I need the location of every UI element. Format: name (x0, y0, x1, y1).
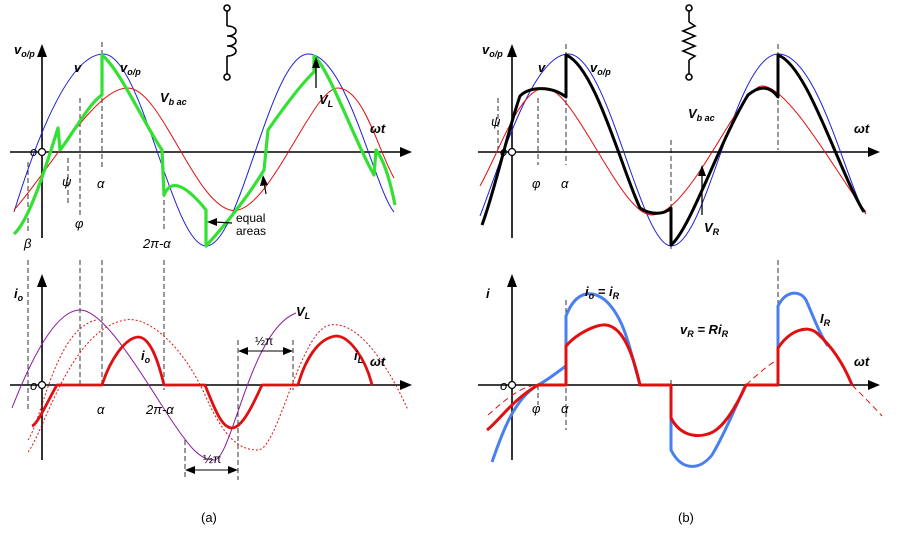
svg-text:β: β (23, 236, 32, 251)
current-io-dashed-curve (27, 319, 409, 453)
svg-text:IR: IR (820, 311, 831, 328)
panel-b-lower-axes (478, 274, 880, 460)
svg-text:v: v (538, 60, 546, 75)
svg-text:VR: VR (704, 220, 720, 237)
panel-b-lower-guides (537, 260, 779, 430)
svg-text:io: io (14, 286, 24, 303)
inductor-voltage-vl-curve (11, 309, 297, 461)
svg-text:φ: φ (75, 216, 84, 231)
current-io-curve (486, 323, 854, 438)
svg-text:vo/p: vo/p (482, 42, 503, 59)
svg-text:ωt: ωt (370, 354, 386, 369)
svg-text:ψ: ψ (491, 114, 501, 129)
svg-text:v: v (74, 60, 82, 75)
svg-text:vR = RiR: vR = RiR (680, 322, 729, 339)
svg-text:vo/p: vo/p (14, 42, 35, 59)
svg-text:½π: ½π (255, 334, 273, 348)
panel-a: vo/p v vo/p Vb ac VL ωt o ψ α φ 2π-α β e… (10, 4, 412, 525)
svg-text:2π-α: 2π-α (142, 236, 171, 251)
svg-text:ωt: ωt (854, 121, 870, 136)
panel-a-upper-guides (27, 42, 165, 232)
svg-text:α: α (561, 176, 569, 191)
back-emf-vbac-curve (479, 85, 867, 216)
svg-text:o: o (500, 378, 507, 393)
svg-text:VL: VL (296, 304, 310, 321)
svg-text:o: o (30, 378, 37, 393)
inductor-symbol-icon (223, 4, 237, 81)
panel-a-lower-labels: io VL io iL ωt o α 2π-α ½π ½π (14, 286, 386, 466)
svg-text:ψ: ψ (62, 174, 72, 189)
svg-text:Vb ac: Vb ac (688, 106, 715, 123)
panel-b-caption: (b) (678, 510, 694, 525)
output-voltage-vop-curve (12, 53, 397, 248)
output-voltage-vop-curve (480, 53, 866, 247)
svg-text:vo/p: vo/p (120, 60, 141, 77)
panel-b-lower-curves (486, 291, 883, 468)
svg-text:½π: ½π (203, 452, 221, 466)
current-il-dashed-curve (27, 319, 97, 441)
svg-text:ωt: ωt (854, 354, 870, 369)
panel-b: vo/p v vo/p Vb ac VR ωt o ψ φ α (478, 4, 883, 525)
resistor-symbol-icon (680, 4, 698, 81)
panel-a-lower-axes (10, 274, 412, 460)
svg-text:VL: VL (319, 92, 333, 109)
svg-text:φ: φ (532, 176, 541, 191)
svg-text:io: io (141, 348, 151, 365)
svg-text:iL: iL (354, 348, 363, 365)
svg-text:o: o (30, 144, 37, 159)
current-dashed-curve (487, 359, 883, 417)
svg-text:2π-α: 2π-α (145, 402, 174, 417)
svg-text:i: i (486, 286, 490, 301)
panel-a-lower-guides (27, 260, 294, 480)
svg-text:vo/p: vo/p (590, 60, 611, 77)
svg-text:Vb ac: Vb ac (160, 90, 187, 107)
panel-a-caption: (a) (201, 510, 217, 525)
svg-text:io = iR: io = iR (585, 284, 620, 301)
svg-text:α: α (97, 402, 105, 417)
panel-a-upper-curves (12, 53, 397, 248)
panel-a-upper-axes (10, 44, 412, 238)
supply-voltage-v-curve (13, 53, 395, 247)
current-io-curve (31, 334, 374, 430)
svg-text:φ: φ (532, 401, 541, 416)
panel-b-upper-curves (479, 53, 867, 247)
back-emf-vbac-curve (13, 87, 395, 211)
panel-b-upper-labels: vo/p v vo/p Vb ac VR ωt o ψ φ α (482, 42, 870, 237)
svg-text:equal: equal (236, 211, 265, 225)
panel-b-upper-axes (478, 44, 880, 238)
svg-text:α: α (561, 401, 569, 416)
svg-text:o: o (500, 144, 507, 159)
svg-text:ωt: ωt (370, 121, 386, 136)
panel-a-lower-curves (11, 309, 409, 474)
svg-text:areas: areas (236, 224, 266, 238)
panel-b-lower-labels: i io = iR vR = RiR IR ωt o φ α (486, 284, 870, 416)
svg-text:α: α (97, 176, 105, 191)
panel-a-upper-labels: vo/p v vo/p Vb ac VL ωt o ψ α φ 2π-α β e… (14, 42, 386, 251)
